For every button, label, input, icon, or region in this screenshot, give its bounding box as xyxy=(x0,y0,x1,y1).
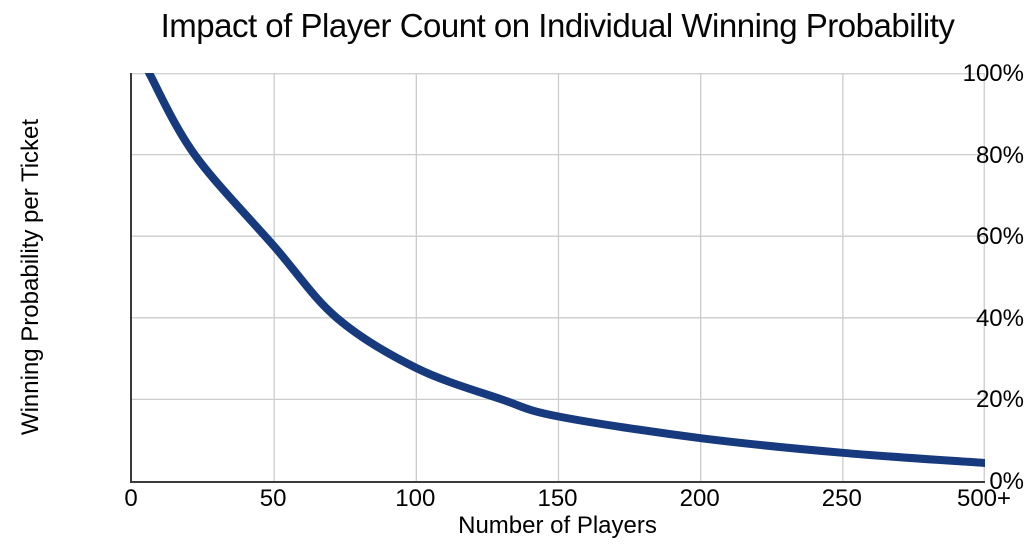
x-tick-label: 200 xyxy=(679,485,720,512)
y-axis-title: Winning Probability per Ticket xyxy=(17,118,44,436)
x-tick-label: 0 xyxy=(124,485,138,512)
y-tick-label: 60% xyxy=(975,223,1024,251)
plot-area xyxy=(130,73,985,483)
x-tick-label: 50 xyxy=(259,485,287,512)
y-tick-label: 40% xyxy=(975,304,1024,332)
x-tick-label: 500+ xyxy=(956,485,1012,512)
y-tick-label: 100% xyxy=(962,60,1024,87)
plot-svg xyxy=(132,73,985,481)
x-tick-label: 150 xyxy=(537,485,578,512)
y-tick-label: 0% xyxy=(989,468,1024,495)
x-tick-label: 100 xyxy=(395,485,436,512)
y-tick-label: 20% xyxy=(975,386,1024,414)
probability-curve xyxy=(145,73,985,467)
y-tick-label: 80% xyxy=(975,141,1024,169)
chart-title: Impact of Player Count on Individual Win… xyxy=(160,7,955,44)
x-axis-title: Number of Players xyxy=(458,512,657,539)
x-tick-label: 250 xyxy=(821,485,862,512)
